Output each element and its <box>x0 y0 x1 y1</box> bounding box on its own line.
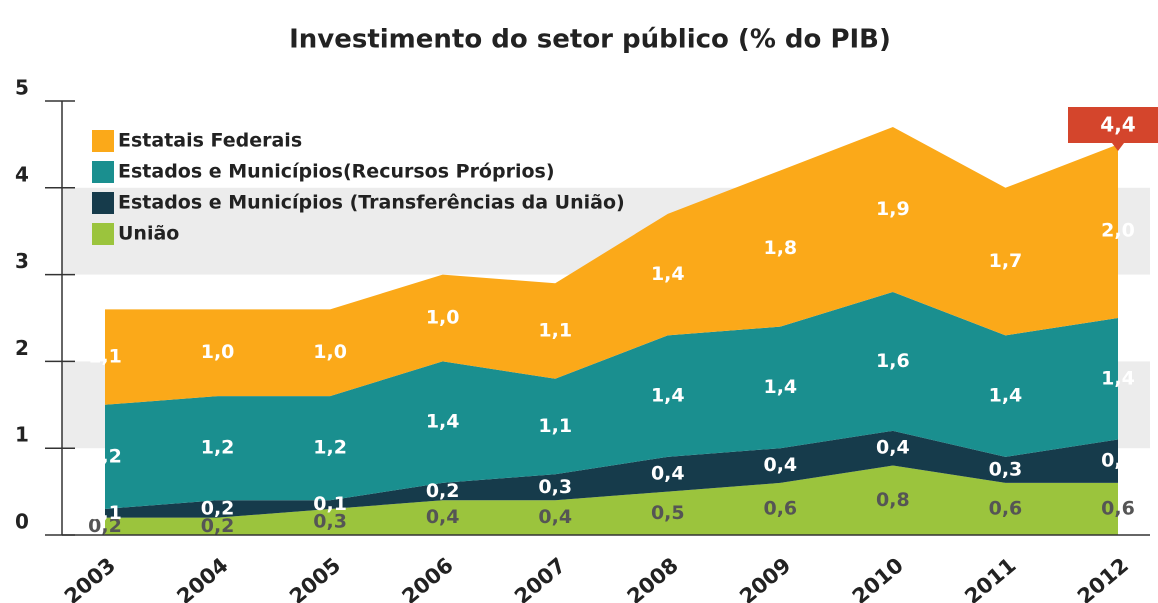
data-label: 1,4 <box>651 263 685 285</box>
data-label: 1,0 <box>426 307 460 329</box>
data-label: 0,2 <box>201 515 235 537</box>
legend-label: União <box>118 223 179 245</box>
data-label: 0,6 <box>1101 497 1135 519</box>
y-tick-label: 4 <box>15 162 29 186</box>
x-tick-label: 2012 <box>1073 553 1133 603</box>
data-label: 0,5 <box>651 502 685 524</box>
data-label: 0,8 <box>876 489 910 511</box>
legend-swatch <box>92 161 114 183</box>
data-label: 1,1 <box>88 346 122 368</box>
area <box>105 291 1118 509</box>
data-label: 1,8 <box>763 237 797 259</box>
data-label: 2,0 <box>1101 220 1135 242</box>
data-label: 0,2 <box>201 497 235 519</box>
area <box>105 465 1118 535</box>
legend-swatch <box>92 192 114 214</box>
data-label: 0,6 <box>989 497 1023 519</box>
y-tick-label: 5 <box>15 76 29 100</box>
data-label: 1,1 <box>538 415 572 437</box>
data-label: 1,4 <box>651 385 685 407</box>
chart-title: Investimento do setor público (% do PIB) <box>289 25 891 55</box>
data-label: 0,4 <box>651 463 685 485</box>
data-label: 0,3 <box>313 510 347 532</box>
data-label: 0,3 <box>989 458 1023 480</box>
annotation-box <box>1068 107 1158 151</box>
legend-swatch <box>92 223 114 245</box>
data-label: 0,4 <box>763 454 797 476</box>
legend-label: Estados e Municípios (Transferências da … <box>118 192 625 214</box>
data-label: 0,6 <box>763 497 797 519</box>
data-label: 0,4 <box>876 437 910 459</box>
data-label: 1,0 <box>201 341 235 363</box>
legend-label: Estatais Federais <box>118 130 302 152</box>
x-tick-label: 2004 <box>172 553 232 603</box>
y-tick-label: 1 <box>15 423 29 447</box>
x-tick-label: 2007 <box>510 553 570 603</box>
data-label: 0,2 <box>426 480 460 502</box>
x-tick-label: 2006 <box>398 553 458 603</box>
x-tick-label: 2009 <box>735 553 795 603</box>
x-tick-label: 2003 <box>60 553 120 603</box>
data-label: 0,4 <box>426 506 460 528</box>
data-label: 1,4 <box>763 376 797 398</box>
data-label: 1,7 <box>989 250 1023 272</box>
data-label: 1,2 <box>201 437 235 459</box>
data-label: 0,4 <box>538 506 572 528</box>
x-tick-label: 2010 <box>848 553 908 603</box>
x-tick-label: 2011 <box>960 553 1020 603</box>
x-tick-label: 2008 <box>623 553 683 603</box>
data-label: 1,1 <box>538 320 572 342</box>
data-label: 0,5 <box>1101 450 1135 472</box>
data-label: 1,4 <box>989 385 1023 407</box>
data-label: 1,9 <box>876 198 910 220</box>
legend-label: Estados e Municípios(Recursos Próprios) <box>118 161 555 183</box>
data-label: 1,4 <box>1101 367 1135 389</box>
data-label: 1,2 <box>88 445 122 467</box>
y-tick-label: 3 <box>15 249 29 273</box>
y-tick-label: 0 <box>15 510 29 534</box>
data-label: 1,0 <box>313 341 347 363</box>
data-label: 0,1 <box>88 502 122 524</box>
data-label: 0,1 <box>313 493 347 515</box>
data-label: 1,4 <box>426 411 460 433</box>
data-label: 0,2 <box>88 515 122 537</box>
data-label: 1,2 <box>313 437 347 459</box>
data-label: 1,6 <box>876 350 910 372</box>
area <box>105 127 1118 405</box>
y-tick-label: 2 <box>15 336 29 360</box>
x-tick-label: 2005 <box>285 553 345 603</box>
annotation: 4,4 <box>1100 113 1135 137</box>
legend-swatch <box>92 130 114 152</box>
data-label: 0,3 <box>538 476 572 498</box>
